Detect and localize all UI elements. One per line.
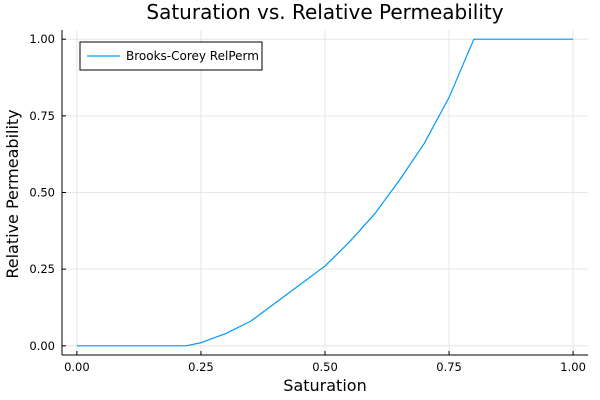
series-lines bbox=[76, 38, 574, 347]
x-tick-label: 1.00 bbox=[560, 360, 586, 374]
chart-title: Saturation vs. Relative Permeability bbox=[146, 0, 503, 24]
grid bbox=[62, 30, 588, 355]
y-axis-label: Relative Permeability bbox=[3, 109, 22, 278]
axes bbox=[61, 30, 588, 356]
y-tick-label: 0.50 bbox=[29, 186, 55, 200]
x-tick-label: 0.00 bbox=[64, 360, 90, 374]
y-tick-label: 0.25 bbox=[29, 262, 55, 276]
y-tick-label: 0.00 bbox=[29, 339, 55, 353]
legend: Brooks-Corey RelPerm bbox=[79, 41, 263, 71]
tick-labels: 0.00 0.25 0.50 0.75 1.00 0.00 0.25 0.50 0.75 1.00 bbox=[29, 32, 586, 374]
x-tick-label: 0.25 bbox=[188, 360, 214, 374]
x-axis-label: Saturation bbox=[283, 376, 366, 395]
y-tick-label: 0.75 bbox=[29, 109, 55, 123]
series-line bbox=[76, 38, 574, 347]
x-tick-label: 0.50 bbox=[312, 360, 338, 374]
legend-label: Brooks-Corey RelPerm bbox=[126, 49, 259, 63]
x-tick-label: 0.75 bbox=[436, 360, 462, 374]
y-tick-label: 1.00 bbox=[29, 32, 55, 46]
